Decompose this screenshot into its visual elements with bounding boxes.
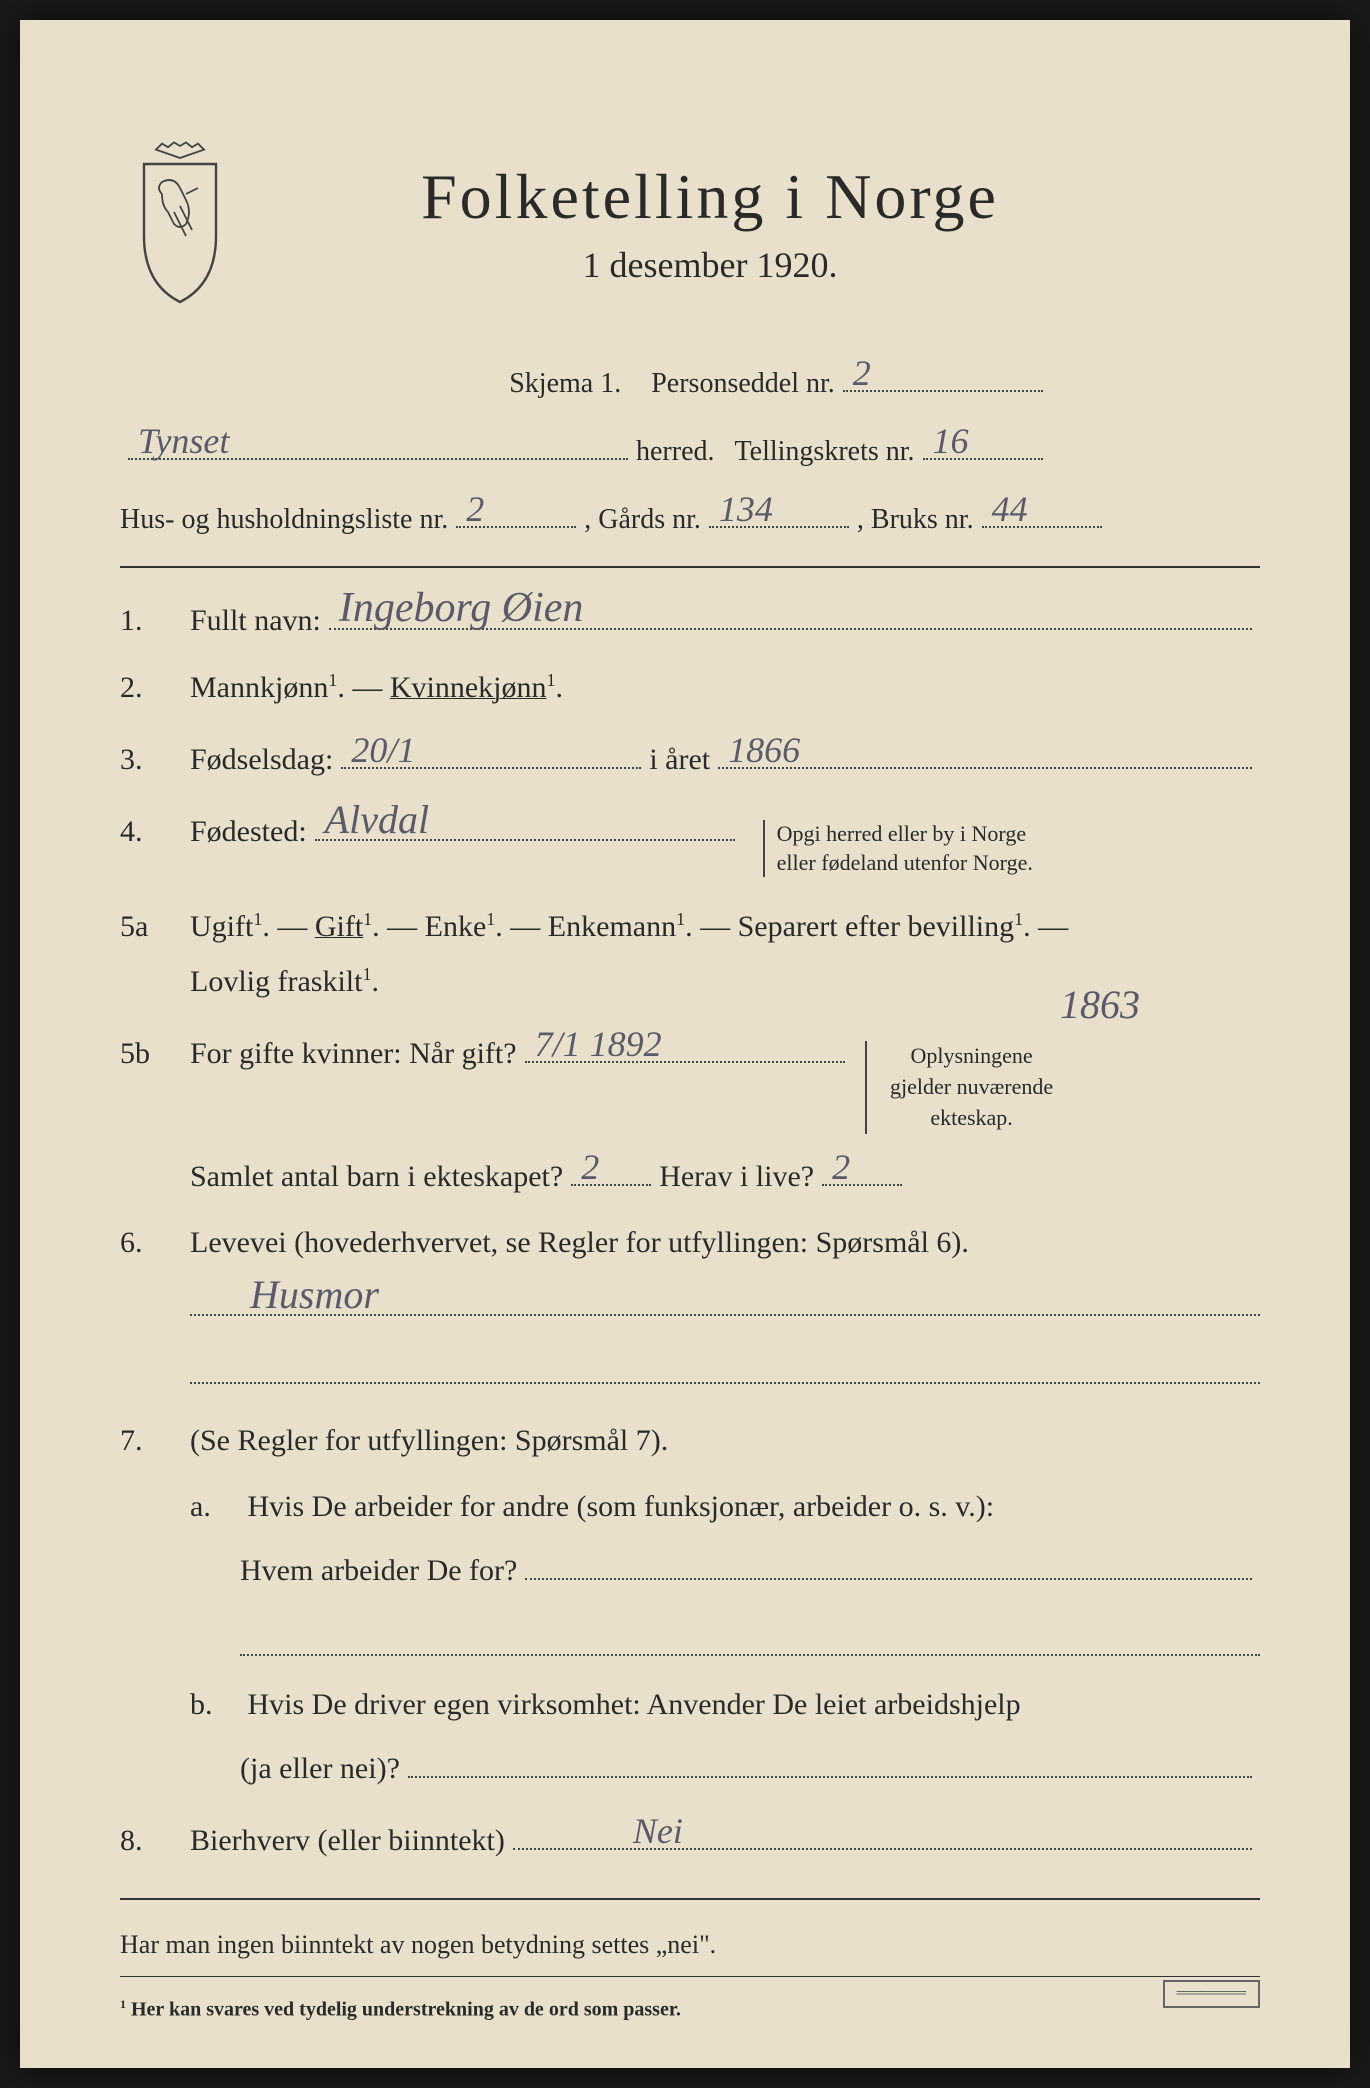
tellingskrets-label: Tellingskrets nr. — [735, 436, 915, 468]
q6-num: 6. — [120, 1226, 190, 1260]
q4-note: Opgi herred eller by i Norge eller fødel… — [763, 820, 1033, 877]
personseddel-label: Personseddel nr. — [651, 368, 835, 400]
personseddel-value: 2 — [853, 352, 871, 394]
q8: 8. Bierhverv (eller biinntekt) Nei — [120, 1818, 1260, 1858]
bruks-label: , Bruks nr. — [857, 504, 974, 536]
q7b-text1: Hvis De driver egen virksomhet: Anvender… — [248, 1688, 1021, 1721]
q5b-margin-year: 1863 — [1060, 981, 1140, 1028]
herred-line: Tynset herred. Tellingskrets nr. 16 — [120, 428, 1260, 468]
q1-value: Ingeborg Øien — [339, 584, 584, 632]
q5a-num: 5a — [120, 910, 190, 944]
hus-line: Hus- og husholdningsliste nr. 2 , Gårds … — [120, 496, 1260, 536]
q6-label: Levevei (hovederhvervet, se Regler for u… — [190, 1226, 969, 1259]
q3: 3. Fødselsdag: 20/1 i året 1866 — [120, 737, 1260, 777]
q7a-text2: Hvem arbeider De for? — [240, 1554, 517, 1588]
q5a-separert: Separert efter bevilling — [738, 910, 1015, 943]
q6: 6. Levevei (hovederhvervet, se Regler fo… — [120, 1226, 1260, 1384]
divider — [120, 566, 1260, 568]
q1-label: Fullt navn: — [190, 604, 321, 638]
divider-3 — [120, 1976, 1260, 1977]
q1: 1. Fullt navn: Ingeborg Øien — [120, 598, 1260, 638]
q7-label: (Se Regler for utfyllingen: Spørsmål 7). — [190, 1424, 668, 1457]
q2-kvinne: Kvinnekjønn — [390, 671, 547, 704]
q7a-text1: Hvis De arbeider for andre (som funksjon… — [248, 1490, 995, 1523]
footnote-text: Her kan svares ved tydelig understreknin… — [131, 1998, 681, 2020]
q5b-ilive: 2 — [832, 1146, 850, 1188]
title-block: Folketelling i Norge 1 desember 1920. — [280, 160, 1260, 286]
tellingskrets-value: 16 — [933, 420, 969, 462]
q3-day: 20/1 — [351, 729, 415, 771]
q5a-fraskilt: Lovlig fraskilt — [190, 965, 362, 998]
herred-value: Tynset — [138, 420, 229, 462]
q7: 7. (Se Regler for utfyllingen: Spørsmål … — [120, 1424, 1260, 1458]
q5a-gift: Gift — [315, 910, 363, 943]
q7b-letter: b. — [190, 1688, 240, 1722]
q8-num: 8. — [120, 1824, 190, 1858]
hus-label: Hus- og husholdningsliste nr. — [120, 504, 448, 536]
q5b-label1: For gifte kvinner: Når gift? — [190, 1037, 517, 1071]
q4-num: 4. — [120, 815, 190, 849]
q2-mann: Mannkjønn — [190, 671, 328, 704]
q1-num: 1. — [120, 604, 190, 638]
q5b-gift-date: 7/1 1892 — [535, 1023, 662, 1065]
norwegian-crest-icon — [120, 140, 240, 300]
gaards-label: , Gårds nr. — [584, 504, 701, 536]
q7a: a. Hvis De arbeider for andre (som funks… — [190, 1490, 1260, 1656]
census-form: Folketelling i Norge 1 desember 1920. Sk… — [20, 20, 1350, 2068]
divider-2 — [120, 1898, 1260, 1900]
q7-num: 7. — [120, 1424, 190, 1458]
q3-num: 3. — [120, 743, 190, 777]
main-title: Folketelling i Norge — [280, 160, 1140, 234]
skjema-label: Skjema 1. — [509, 368, 621, 400]
subtitle: 1 desember 1920. — [280, 244, 1140, 286]
header: Folketelling i Norge 1 desember 1920. — [120, 160, 1260, 300]
q7b-text2: (ja eller nei)? — [240, 1752, 400, 1786]
q5a-ugift: Ugift — [190, 910, 253, 943]
footer-note: Har man ingen biinntekt av nogen betydni… — [120, 1930, 1260, 1960]
bruks-value: 44 — [992, 488, 1028, 530]
q3-year: 1866 — [728, 729, 800, 771]
q2: 2. Mannkjønn1. — Kvinnekjønn1. — [120, 670, 1260, 705]
q8-label: Bierhverv (eller biinntekt) — [190, 1824, 505, 1858]
herred-label: herred. — [636, 436, 715, 468]
gaards-value: 134 — [719, 488, 773, 530]
q5a-enke: Enke — [425, 910, 487, 943]
q4-label: Fødested: — [190, 815, 307, 849]
q5b-num: 5b — [120, 1037, 190, 1071]
q5b-label2: Samlet antal barn i ekteskapet? — [190, 1160, 563, 1194]
q5b: 5b 1863 For gifte kvinner: Når gift? 7/1… — [120, 1031, 1260, 1193]
q3-year-label: i året — [649, 743, 710, 777]
q7a-letter: a. — [190, 1490, 240, 1524]
q3-label: Fødselsdag: — [190, 743, 333, 777]
q4: 4. Fødested: Alvdal Opgi herred eller by… — [120, 809, 1260, 877]
q4-value: Alvdal — [325, 796, 429, 843]
q5a-enkemann: Enkemann — [548, 910, 676, 943]
q5b-label3: Herav i live? — [659, 1160, 814, 1194]
archive-stamp: ═══════ — [1163, 1980, 1260, 2008]
q2-num: 2. — [120, 671, 190, 705]
footnote: 1 Her kan svares ved tydelig understrekn… — [120, 1997, 1260, 2022]
hus-value: 2 — [466, 488, 484, 530]
q8-value: Nei — [633, 1810, 683, 1852]
q6-value: Husmor — [250, 1271, 379, 1318]
crest-svg — [120, 140, 240, 308]
form-body: Skjema 1. Personseddel nr. 2 Tynset herr… — [120, 360, 1260, 2021]
schema-line: Skjema 1. Personseddel nr. 2 — [120, 360, 1260, 400]
q7b: b. Hvis De driver egen virksomhet: Anven… — [190, 1688, 1260, 1786]
q5b-barn: 2 — [581, 1146, 599, 1188]
